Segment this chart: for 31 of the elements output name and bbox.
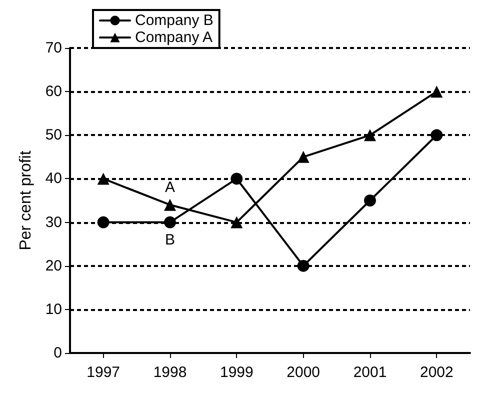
legend-label: Company B [135, 12, 214, 29]
y-tick-label: 20 [45, 257, 62, 274]
x-tick-label: 2002 [420, 364, 454, 381]
y-tick-label: 30 [45, 214, 62, 231]
point [297, 150, 310, 163]
x-tick-label: 1998 [153, 364, 187, 381]
point [364, 129, 376, 142]
annotation: B [164, 231, 176, 248]
y-tick-label: 60 [45, 83, 62, 100]
x-tick-label: 1999 [220, 364, 254, 381]
point [164, 216, 176, 228]
x-tick-label: 2000 [286, 364, 320, 381]
y-tick-label: 0 [54, 344, 62, 362]
annotation: A [164, 178, 176, 196]
y-tick-label: 10 [45, 300, 62, 318]
point [97, 216, 110, 228]
x-tick-label: 2001 [353, 364, 387, 381]
point [364, 194, 376, 206]
point [430, 86, 443, 98]
point [164, 198, 176, 211]
point [230, 172, 243, 185]
y-axis-title: Per cent profit [18, 150, 34, 250]
y-tick-label: 70 [45, 40, 62, 56]
legend-label: Company A [135, 29, 213, 46]
point [297, 260, 310, 272]
point [430, 129, 443, 142]
point [230, 216, 243, 228]
x-tick-label: 1997 [86, 364, 120, 381]
y-tick-label: 50 [45, 126, 62, 144]
point [97, 172, 110, 185]
y-tick-label: 40 [45, 170, 62, 188]
